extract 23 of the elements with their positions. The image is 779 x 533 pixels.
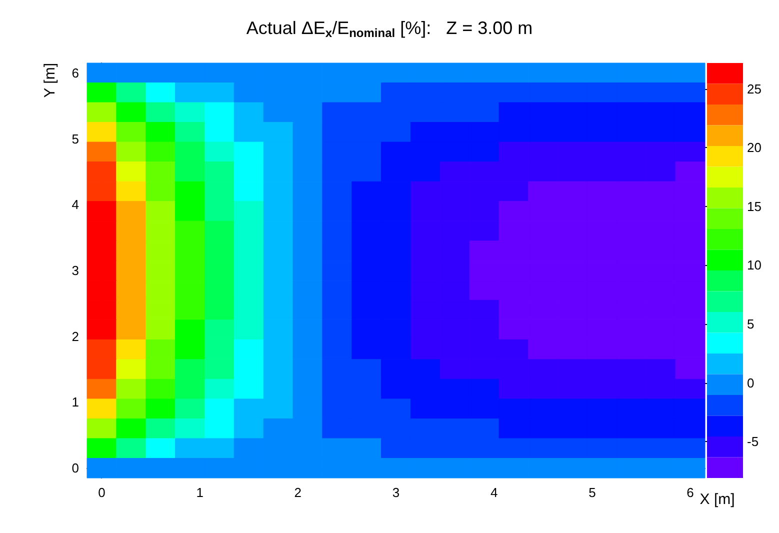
x-tick-label: 2 [294,485,302,500]
color-bar-label: 0 [747,375,754,390]
x-tick-label: 4 [490,485,498,500]
color-bar-label: -5 [747,434,759,450]
y-tick-label: 1 [72,394,79,410]
x-axis-title: X [m] [700,491,735,508]
y-tick-label: 3 [72,263,79,278]
y-tick-label: 0 [72,460,79,476]
y-tick-label: 6 [72,65,79,80]
y-tick-label: 2 [72,328,79,344]
x-tick-label: 5 [588,485,596,500]
color-bar-label: 15 [747,198,762,214]
color-bar-label: 10 [747,258,762,273]
y-axis-title: Y [m] [42,63,59,98]
x-tick-label: 3 [392,485,400,500]
y-tick-label: 4 [72,197,79,212]
color-bar-label: 25 [747,81,762,96]
x-tick-label: 0 [98,485,106,500]
x-tick-label: 6 [686,485,694,500]
x-tick-label: 1 [196,485,204,500]
y-tick-label: 5 [72,131,79,146]
color-bar-label: 20 [747,140,762,156]
color-bar-label: 5 [747,316,754,332]
